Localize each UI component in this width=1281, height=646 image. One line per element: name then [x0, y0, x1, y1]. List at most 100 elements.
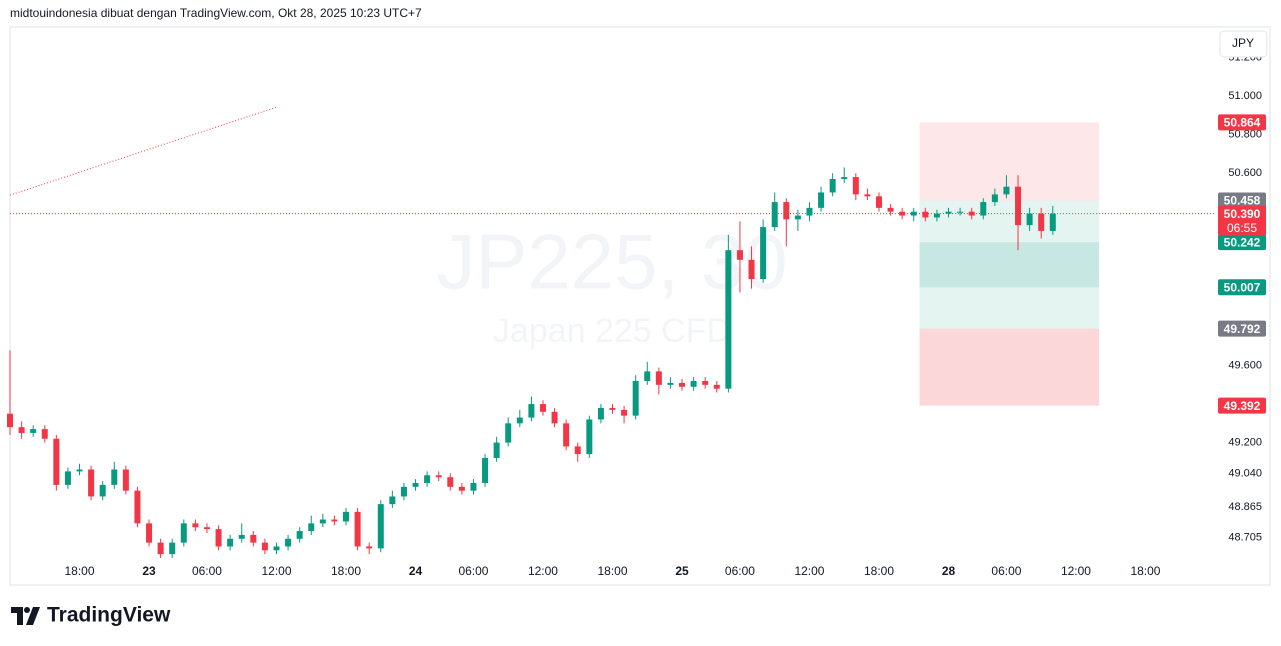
candle: [736, 221, 743, 293]
candle: [760, 219, 767, 283]
candle-body: [528, 404, 535, 418]
candle: [725, 234, 732, 393]
watermark: JP225, 30 Japan 225 CFD: [436, 218, 787, 350]
candle-body: [296, 531, 303, 539]
candle: [539, 400, 546, 416]
candle: [134, 486, 141, 528]
candle-body: [122, 469, 129, 491]
x-tick-label: 12:00: [794, 564, 824, 578]
x-tick-label: 18:00: [1130, 564, 1160, 578]
candle: [238, 523, 245, 543]
candle-body: [30, 429, 37, 433]
price-label-box: [1218, 320, 1266, 337]
candle: [366, 542, 373, 555]
candle-body: [748, 259, 755, 280]
candle: [424, 471, 431, 487]
price-label: 49.392: [1224, 399, 1261, 413]
candle: [1038, 207, 1045, 239]
candle: [30, 425, 37, 437]
candle: [261, 538, 268, 555]
candle-body: [736, 250, 743, 260]
candle-body: [945, 211, 952, 214]
logo-icon: [24, 607, 30, 613]
candle-body: [470, 482, 477, 491]
candle-body: [227, 538, 234, 547]
candle-body: [702, 381, 709, 385]
candle-body: [818, 192, 825, 208]
candle: [41, 425, 48, 443]
candle: [1003, 175, 1010, 199]
candle-body: [806, 207, 813, 216]
candle-body: [922, 211, 929, 218]
x-tick-label: 06:00: [458, 564, 488, 578]
candle-body: [1049, 213, 1056, 231]
candle: [690, 377, 697, 391]
candle-body: [261, 542, 268, 551]
candle-body: [690, 381, 697, 387]
candle-body: [771, 202, 778, 228]
candle: [586, 415, 593, 458]
price-label: 49.792: [1224, 322, 1261, 336]
candle: [1026, 207, 1033, 231]
candle: [679, 379, 686, 391]
x-tick-label: 12:00: [528, 564, 558, 578]
price-label: 50.242: [1224, 235, 1261, 249]
candle: [389, 490, 396, 508]
candle-body: [539, 404, 546, 412]
y-tick-label: 49.600: [1228, 360, 1262, 372]
logo: TradingView: [11, 604, 171, 627]
candle: [771, 192, 778, 231]
candle: [505, 417, 512, 447]
currency-label[interactable]: JPY: [1232, 36, 1254, 50]
candle-body: [366, 546, 373, 549]
y-tick-label: 50.800: [1228, 129, 1262, 141]
candle-body: [957, 211, 964, 213]
candle-body: [412, 482, 419, 487]
candle-body: [725, 250, 732, 389]
price-label-box: [1218, 192, 1266, 209]
countdown-label: 06:55: [1227, 221, 1257, 235]
candle-body: [910, 211, 917, 216]
candle-body: [1003, 186, 1010, 195]
logo-icon: [26, 607, 40, 625]
candle-body: [794, 215, 801, 220]
candle-body: [899, 211, 906, 216]
candle: [852, 173, 859, 201]
candle: [980, 198, 987, 220]
candle: [273, 542, 280, 555]
plot-layer: 18:00 23 06:00 12:00 18:00 24 06:00 12:00 18:00 2…: [7, 52, 1266, 578]
candle-body: [482, 457, 489, 483]
candle-body: [968, 211, 975, 216]
candle-body: [447, 477, 454, 487]
candle: [88, 465, 95, 501]
x-tick-label: 18:00: [331, 564, 361, 578]
y-tick-label: 48.865: [1228, 501, 1262, 513]
watermark-name: Japan 225 CFD: [493, 312, 731, 350]
position-zone: [919, 242, 1100, 288]
logo-text: TradingView: [47, 604, 171, 627]
candle-body: [180, 523, 187, 543]
candle-body: [400, 486, 407, 497]
x-tick-label: 18:00: [864, 564, 894, 578]
candle: [794, 209, 801, 231]
candle-body: [238, 534, 245, 539]
x-tick-label: 12:00: [1061, 564, 1091, 578]
x-tick-label: 23: [142, 564, 156, 578]
price-label-box: [1218, 397, 1266, 414]
candle-body: [841, 177, 848, 179]
candle: [169, 538, 176, 558]
candle-body: [933, 213, 940, 218]
candle: [76, 463, 83, 476]
x-tick-label: 18:00: [65, 564, 95, 578]
candle-body: [285, 538, 292, 547]
x-tick-label: 25: [675, 564, 689, 578]
currency-button[interactable]: [1219, 30, 1268, 58]
candle: [574, 442, 581, 462]
x-tick-label: 06:00: [725, 564, 755, 578]
candle: [945, 207, 952, 218]
candle: [597, 404, 604, 424]
candle: [447, 473, 454, 491]
candle: [806, 202, 813, 222]
candle-body: [574, 446, 581, 455]
